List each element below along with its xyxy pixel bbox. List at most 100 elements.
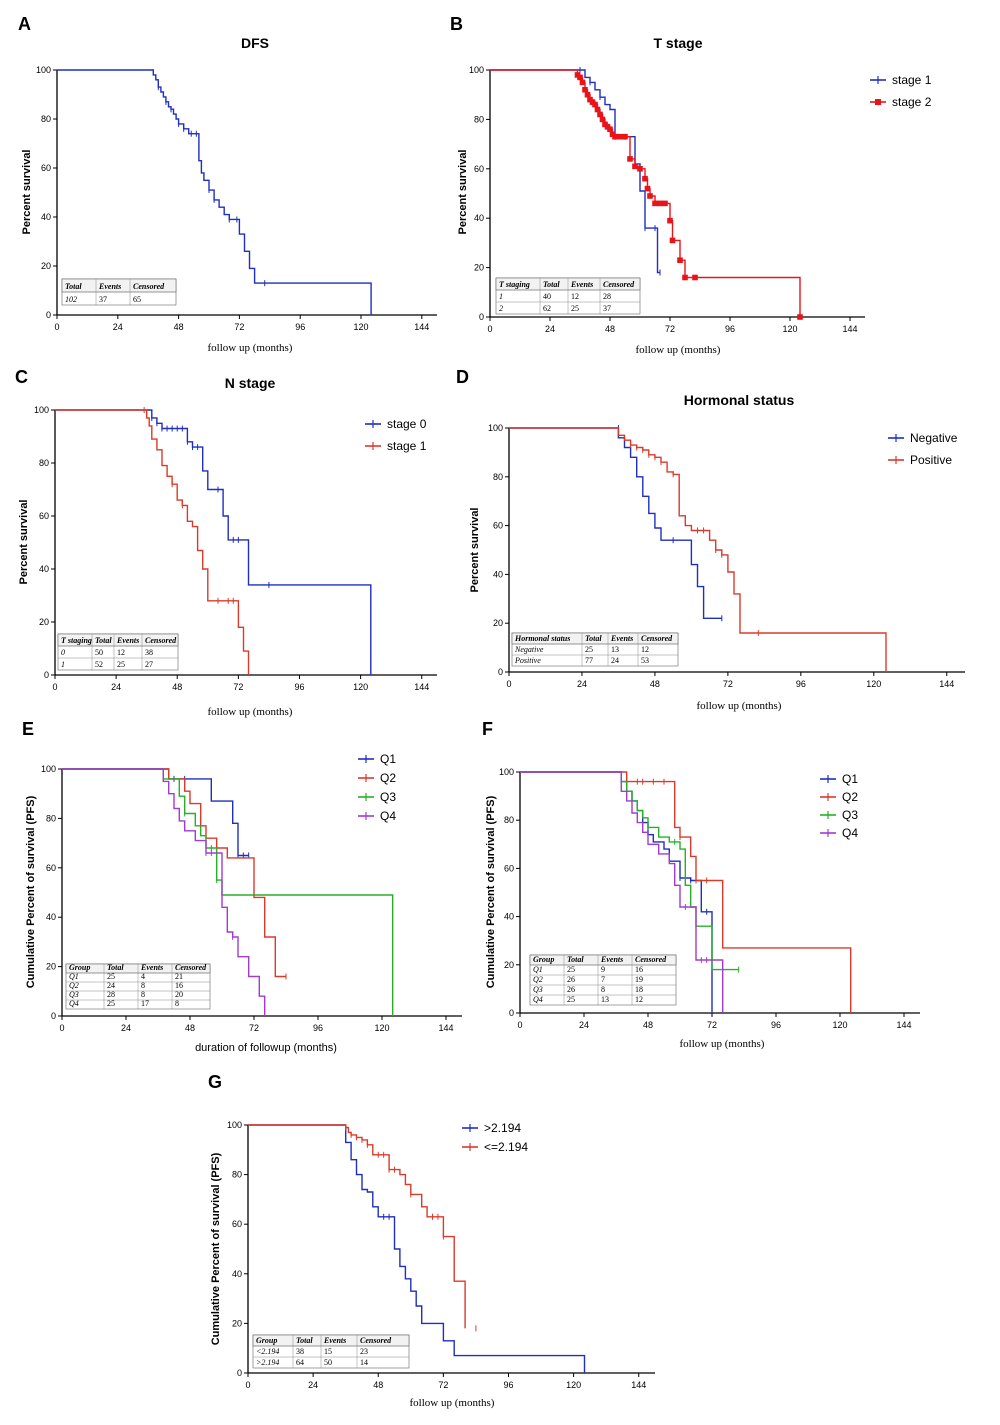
table-cell: 25 (567, 965, 575, 974)
table-header-cell: Censored (603, 280, 635, 289)
x-tick-label: 144 (939, 679, 954, 689)
legend-entry: Q4 (380, 809, 396, 823)
table-cell: Q4 (69, 999, 79, 1008)
censor-marker (677, 257, 683, 263)
table-cell: 1 (499, 292, 503, 301)
table-cell: Q2 (533, 975, 543, 984)
censor-marker (797, 314, 803, 320)
legend-entry: stage 0 (387, 417, 427, 431)
x-tick-label: 0 (245, 1380, 250, 1390)
y-tick-label: 80 (493, 472, 503, 482)
y-tick-label: 60 (474, 164, 484, 174)
summary-table: T staging Total Events Censored 0 50 12 38 1 52 25… (57, 633, 179, 671)
table-header-cell: Total (65, 282, 82, 291)
censor-marker (627, 156, 633, 162)
x-tick-label: 72 (707, 1020, 717, 1030)
x-tick-label: 96 (294, 682, 304, 692)
summary-table: Group Total Events Censored <2.194 38 15 23 >2.1… (252, 1334, 410, 1369)
legend-entry: Q3 (842, 808, 858, 822)
table-cell: 12 (641, 645, 649, 654)
table-cell: 25 (571, 304, 579, 313)
table-cell: 25 (107, 972, 115, 981)
y-axis-label: Percent survival (18, 500, 30, 585)
x-tick-label: 72 (665, 324, 675, 334)
table-cell: >2.194 (256, 1358, 279, 1367)
table-cell: 8 (601, 985, 605, 994)
table-cell: 50 (95, 648, 103, 657)
x-tick-label: 96 (771, 1020, 781, 1030)
censor-marker (647, 193, 653, 199)
y-tick-label: 40 (232, 1269, 242, 1279)
table-header-cell: Total (107, 963, 124, 972)
x-tick-label: 48 (650, 679, 660, 689)
x-axis-label: follow up (months) (410, 1397, 495, 1409)
table-header-cell: T staging (499, 280, 530, 289)
series-line-2 (55, 409, 250, 675)
table-cell: 26 (567, 985, 575, 994)
table-cell: Q2 (69, 981, 79, 990)
table-cell: Q1 (533, 965, 543, 974)
y-tick-label: 20 (46, 962, 56, 972)
censor-marker (612, 133, 618, 140)
table-header-cell: Censored (360, 1336, 392, 1345)
censor-marker (599, 116, 606, 123)
censor-marker (617, 133, 623, 140)
table-cell: 38 (145, 648, 153, 657)
legend: Negative Positive (888, 431, 958, 467)
series-line-1 (490, 69, 660, 274)
table-cell: Q1 (69, 972, 79, 981)
table-cell: 4 (141, 972, 145, 981)
y-tick-label: 40 (474, 213, 484, 223)
chart-panel-g: G 0 20 40 60 80 100 0 24 48 72 96 120 144 follow up (m… (208, 1072, 655, 1409)
table-header-cell: T staging (61, 636, 92, 645)
y-tick-label: 60 (39, 511, 49, 521)
x-axis-label: follow up (months) (636, 344, 721, 356)
series-line-1 (509, 427, 722, 619)
table-cell: 20 (175, 990, 183, 999)
series-line-1 (55, 409, 372, 675)
chart-panel-a: A DFS 0 20 40 60 80 100 0 24 48 72 96 120 144 follow up… (18, 14, 437, 354)
table-cell: 1 (61, 660, 65, 669)
x-tick-label: 0 (52, 682, 57, 692)
table-cell: 21 (175, 972, 183, 981)
legend-entry: Positive (910, 453, 952, 467)
panel-label: C (15, 367, 28, 387)
table-cell: 7 (601, 975, 605, 984)
x-axis-label: follow up (months) (680, 1038, 765, 1050)
censor-marker (594, 106, 601, 113)
legend-entry: >2.194 (484, 1121, 521, 1135)
table-header-cell: Events (140, 963, 163, 972)
x-tick-label: 48 (185, 1023, 195, 1033)
x-tick-label: 144 (414, 682, 429, 692)
censor-marker (632, 163, 638, 170)
table-header-cell: Censored (635, 955, 667, 964)
summary-table: T staging Total Events Censored 1 40 12 28 2 62 25… (495, 277, 641, 315)
series-line-1 (62, 768, 249, 857)
chart-title: T stage (653, 35, 702, 51)
x-tick-label: 72 (233, 682, 243, 692)
y-tick-label: 20 (39, 617, 49, 627)
x-tick-label: 48 (605, 324, 615, 334)
legend: Q1 Q2 Q3 Q4 (358, 752, 396, 823)
x-tick-label: 120 (782, 324, 797, 334)
y-tick-label: 80 (41, 114, 51, 124)
y-tick-label: 80 (232, 1170, 242, 1180)
table-cell: 102 (65, 295, 77, 304)
x-tick-label: 0 (54, 322, 59, 332)
table-cell: 12 (635, 995, 643, 1004)
y-tick-label: 40 (39, 564, 49, 574)
series-line-4 (62, 768, 266, 1016)
x-tick-label: 0 (506, 679, 511, 689)
table-cell: 50 (324, 1358, 332, 1367)
legend-entry: Q2 (842, 790, 858, 804)
table-header-cell: Total (543, 280, 560, 289)
series-line-1 (248, 1124, 586, 1373)
y-tick-label: 40 (46, 912, 56, 922)
summary-table: Group Total Events Censored Q1 25 9 16 Q2 26 7 19 Q3… (529, 954, 677, 1006)
x-tick-label: 72 (234, 322, 244, 332)
x-tick-label: 120 (866, 679, 881, 689)
y-axis-label: Cumulative Percent of survival (PFS) (210, 1152, 222, 1345)
x-axis-label: duration of followup (months) (195, 1042, 337, 1054)
table-cell: 77 (585, 656, 593, 665)
panel-label: B (450, 14, 463, 34)
